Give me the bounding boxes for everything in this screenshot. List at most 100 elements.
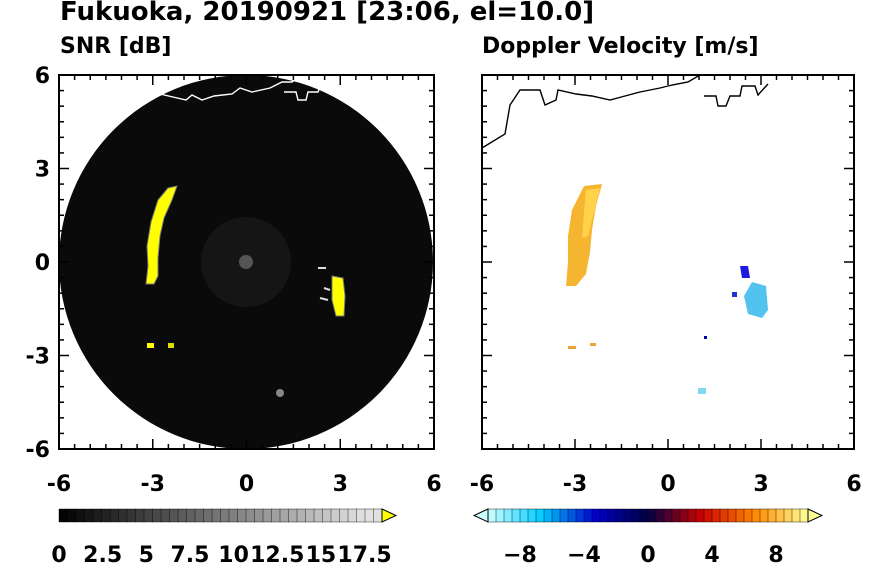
doppler-colorbar-cell [671,508,681,523]
snr-colorbar-cell [288,508,298,523]
doppler-colorbar-cell [767,508,777,523]
doppler-echo-northeast [740,266,750,278]
doppler-colorbar-cell [511,508,521,523]
doppler-colorbar-cell [615,508,625,523]
doppler-echo-east [744,282,768,318]
axis-ticks [58,74,855,450]
doppler-x-tick-label: 6 [846,472,861,497]
doppler-colorbar-label: 0 [640,543,655,568]
snr-colorbar-label: 0 [51,543,66,568]
snr-colorbar-label: 17.5 [337,543,391,568]
snr-y-tick-label: 6 [35,64,50,89]
doppler-colorbar-cell [735,508,745,523]
doppler-colorbar-cell [775,508,785,523]
doppler-x-tick-label: -6 [470,472,494,497]
doppler-colorbar-label: −8 [503,543,537,568]
snr-colorbar-cell [211,508,222,523]
doppler-colorbar-cell [599,508,609,523]
doppler-colorbar-cell [519,508,529,523]
radar-site-marker [239,255,253,269]
snr-colorbar-label: 15 [306,543,337,568]
doppler-colorbar-label: 8 [768,543,783,568]
snr-colorbar-cell [169,508,179,523]
snr-y-tick-label: -6 [26,438,50,463]
snr-colorbar-cell [279,508,290,523]
doppler-echo-southeast [698,388,706,394]
doppler-colorbar-cell [559,508,569,523]
snr-colorbar-cell [109,508,120,523]
snr-colorbar-label: 5 [139,543,154,568]
snr-colorbar-cell [271,508,281,523]
doppler-colorbar-cell [655,508,665,523]
snr-colorbar-extend [381,508,398,523]
snr-x-tick-label: 6 [426,472,441,497]
doppler-colorbar-cell [487,508,497,523]
doppler-x-tick-label: 3 [753,472,768,497]
colorbars: 0 2.5 5 7.5 10 12.5 15 17.5 −8 −4 0 4 8 [51,508,824,568]
snr-panel [58,74,435,450]
snr-y-tick-label: 3 [35,158,50,183]
doppler-colorbar-extend-low [472,508,489,523]
doppler-echo-tiny [704,336,707,339]
snr-y-tick-label: -3 [26,345,50,370]
doppler-colorbar-cell [543,508,553,523]
snr-x-tick-label: -3 [141,472,165,497]
main-title: Fukuoka, 20190921 [23:06, el=10.0] [60,0,595,27]
snr-colorbar-cell [322,508,332,523]
snr-colorbar-cell [203,508,213,523]
doppler-colorbar-extend-high [807,508,824,523]
snr-colorbar-cell [330,508,341,523]
snr-x-tick-label: 0 [239,472,254,497]
snr-colorbar-cell [245,508,256,523]
snr-echo-east-flecks [318,267,331,301]
doppler-x-tick-label: 0 [660,472,675,497]
snr-colorbar-cell [305,508,315,523]
doppler-colorbar-cell [631,508,641,523]
doppler-colorbar-cell [703,508,713,523]
snr-colorbar-label: 12.5 [250,543,304,568]
doppler-echo-small-blue [732,292,737,297]
snr-colorbar-cell [126,508,137,523]
snr-echo-east-band [331,275,346,317]
doppler-colorbar-cell [567,508,577,523]
snr-colorbar-cell [67,508,77,523]
snr-echo-south-clutter [276,389,284,397]
doppler-colorbar-cell [719,508,729,523]
doppler-echo-south-2 [590,343,596,346]
snr-colorbar-cell [143,508,154,523]
snr-colorbar-cell [296,508,307,523]
snr-colorbar-cell [92,508,103,523]
snr-colorbar-label: 10 [218,543,249,568]
snr-colorbar-cell [373,508,383,523]
snr-colorbar-cell [58,508,69,523]
snr-echo-south-2 [168,343,174,348]
doppler-coastline [482,75,701,149]
doppler-colorbar-cell [495,508,505,523]
doppler-colorbar-cell [663,508,673,523]
doppler-x-tick-label: -3 [563,472,587,497]
doppler-colorbar-cell [639,508,649,523]
doppler-colorbar-cell [607,508,617,523]
doppler-colorbar-cell [751,508,761,523]
doppler-colorbar-cell [783,508,793,523]
doppler-colorbar-cell [727,508,737,523]
snr-colorbar-cell [364,508,375,523]
snr-x-tick-label: 3 [333,472,348,497]
doppler-colorbar-cell [743,508,753,523]
doppler-panel-title: Doppler Velocity [m/s] [482,34,759,59]
snr-echo-south-1 [147,343,154,348]
snr-echo-west-band [145,185,178,285]
snr-colorbar-cell [262,508,273,523]
snr-island [284,81,323,101]
doppler-colorbar-cell [575,508,585,523]
doppler-colorbar-cell [687,508,697,523]
doppler-colorbar-cell [535,508,545,523]
snr-colorbar-label: 2.5 [83,543,122,568]
snr-y-tick-label: 0 [35,251,50,276]
snr-colorbar-cell [101,508,111,523]
doppler-colorbar-cell [591,508,601,523]
snr-coastline [159,75,301,101]
doppler-island [704,83,769,107]
snr-colorbar-cell [84,508,94,523]
